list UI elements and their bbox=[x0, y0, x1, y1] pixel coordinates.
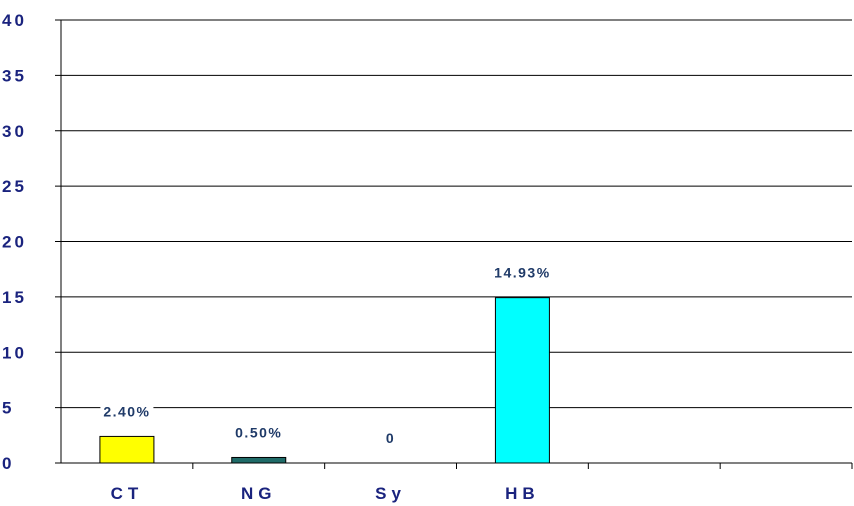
x-tick-label-ct: CT bbox=[111, 484, 144, 503]
y-tick-label: 15 bbox=[2, 288, 27, 307]
y-tick-label: 10 bbox=[2, 343, 27, 362]
data-label-bg bbox=[100, 402, 154, 422]
y-axis-tick-labels: 0 5 10 15 20 25 30 35 40 bbox=[2, 11, 27, 473]
y-tick-label: 0 bbox=[2, 454, 14, 473]
x-axis-tick-labels: CT NG Sy HB bbox=[111, 484, 540, 503]
data-labels: 2.40% 0.50% 0 14.93% bbox=[100, 263, 554, 448]
x-tick-label-ng: NG bbox=[241, 484, 277, 503]
y-tick-label: 5 bbox=[2, 399, 14, 418]
x-tick-label-hb: HB bbox=[505, 484, 540, 503]
gridlines bbox=[61, 19, 852, 409]
y-tick-label: 20 bbox=[2, 233, 27, 252]
bar-hb bbox=[494, 297, 550, 464]
bar-ng bbox=[231, 456, 287, 464]
data-label-ct: 2.40% bbox=[103, 403, 150, 419]
bars bbox=[99, 297, 550, 464]
data-label-bg bbox=[491, 263, 554, 283]
data-label-ng: 0.50% bbox=[235, 424, 282, 440]
axes bbox=[55, 19, 853, 469]
data-label-hb: 14.93% bbox=[494, 265, 550, 281]
data-label-bg bbox=[232, 423, 286, 443]
data-label-sy: 0 bbox=[386, 430, 395, 446]
data-label-bg bbox=[382, 429, 400, 448]
y-tick-label: 35 bbox=[2, 66, 27, 85]
x-tick-label-sy: Sy bbox=[375, 484, 406, 503]
y-tick-label: 30 bbox=[2, 122, 27, 141]
y-tick-label: 40 bbox=[2, 11, 27, 30]
bar-ct bbox=[99, 435, 155, 464]
y-tick-label: 25 bbox=[2, 177, 27, 196]
